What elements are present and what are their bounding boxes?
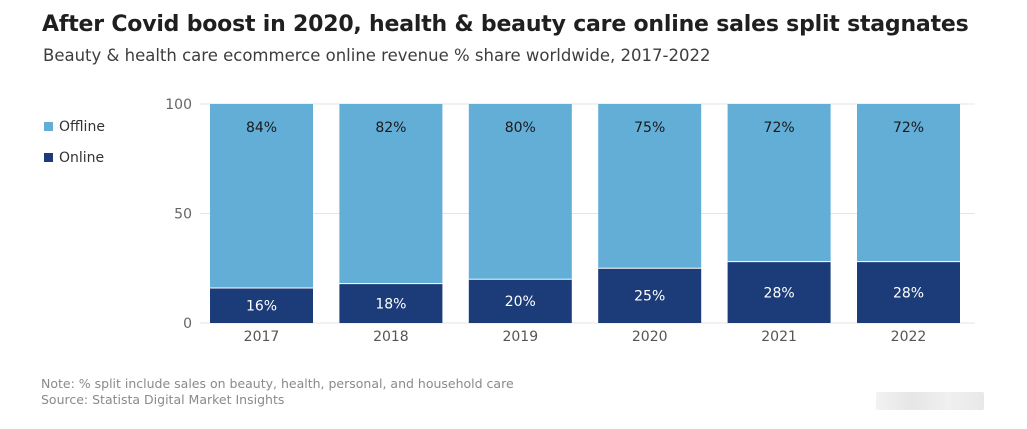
data-label-online-2019: 20%	[505, 294, 536, 310]
x-tick-label-2018: 2018	[373, 329, 409, 345]
chart-subtitle: Beauty & health care ecommerce online re…	[43, 46, 711, 65]
bar-offline-2022	[857, 104, 960, 262]
legend-item-offline: Offline	[44, 117, 105, 136]
bar-offline-2018	[339, 104, 443, 284]
legend-item-online: Online	[44, 148, 105, 167]
legend-label-offline: Offline	[59, 118, 105, 135]
footer-source: Source: Statista Digital Market Insights	[41, 392, 285, 407]
data-label-offline-2020: 75%	[634, 120, 665, 136]
y-tick-label-100: 100	[165, 97, 192, 113]
data-label-online-2022: 28%	[893, 285, 924, 301]
bar-online-2020	[598, 268, 702, 323]
bar-online-2022	[857, 261, 960, 323]
footer: Note: % split include sales on beauty, h…	[41, 376, 514, 408]
y-tick-label-0: 0	[183, 316, 192, 332]
bar-offline-2017	[210, 104, 313, 288]
x-tick-label-2019: 2019	[502, 329, 538, 345]
chart-title: After Covid boost in 2020, health & beau…	[42, 12, 969, 37]
legend-swatch-offline	[44, 122, 53, 131]
data-label-offline-2017: 84%	[246, 120, 277, 136]
bar-online-2017	[210, 287, 313, 323]
data-label-online-2018: 18%	[375, 296, 406, 312]
bar-offline-2020	[598, 104, 702, 269]
legend-label-online: Online	[59, 149, 105, 166]
bar-online-2019	[468, 279, 572, 323]
bar-online-2021	[727, 261, 831, 323]
data-label-online-2021: 28%	[764, 285, 795, 301]
footer-note: Note: % split include sales on beauty, h…	[41, 376, 514, 391]
legend-swatch-online	[44, 153, 53, 162]
bar-online-2018	[339, 283, 443, 323]
x-tick-label-2022: 2022	[891, 329, 927, 345]
x-tick-label-2021: 2021	[761, 329, 797, 345]
x-tick-label-2020: 2020	[632, 329, 668, 345]
bar-offline-2021	[727, 104, 831, 262]
x-tick-label-2017: 2017	[244, 329, 280, 345]
blurred-watermark	[876, 392, 984, 410]
data-label-offline-2019: 80%	[505, 120, 536, 136]
data-label-offline-2018: 82%	[375, 120, 406, 136]
legend: Offline Online	[44, 117, 105, 179]
data-label-offline-2021: 72%	[764, 120, 795, 136]
data-label-online-2017: 16%	[246, 298, 277, 314]
data-label-offline-2022: 72%	[893, 120, 924, 136]
data-label-online-2020: 25%	[634, 289, 665, 305]
y-tick-label-50: 50	[174, 207, 192, 223]
bar-offline-2019	[468, 104, 572, 280]
